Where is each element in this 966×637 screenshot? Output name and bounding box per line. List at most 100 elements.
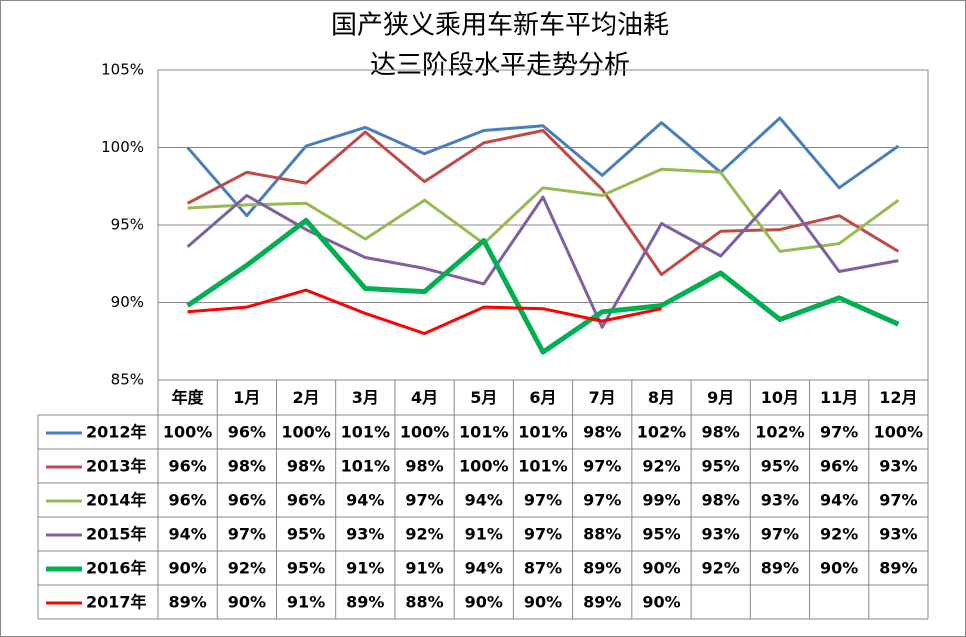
y-tick-label: 90% xyxy=(111,293,144,311)
table-cell: 100% xyxy=(874,423,923,442)
table-cell: 97% xyxy=(228,525,266,544)
table-cell: 101% xyxy=(518,457,567,476)
table-cell: 92% xyxy=(405,525,443,544)
table-cell: 89% xyxy=(168,593,206,612)
y-tick-label: 100% xyxy=(101,138,144,156)
table-cell: 97% xyxy=(405,491,443,510)
table-cell: 89% xyxy=(761,559,799,578)
legend-label: 2014年 xyxy=(86,491,147,510)
table-cell: 89% xyxy=(879,559,917,578)
table-cell: 97% xyxy=(761,525,799,544)
series-line xyxy=(186,129,900,277)
table-cell: 92% xyxy=(642,457,680,476)
table-cell: 93% xyxy=(761,491,799,510)
table-cell: 100% xyxy=(400,423,449,442)
x-tick-label: 7月 xyxy=(589,388,616,407)
series-line xyxy=(187,167,900,253)
plot-border xyxy=(157,69,929,381)
table-cell: 93% xyxy=(346,525,384,544)
chart-title: 达三阶段水平走势分析 xyxy=(370,51,630,81)
table-cell: 91% xyxy=(405,559,443,578)
table-cell: 96% xyxy=(168,457,206,476)
table-cell: 100% xyxy=(163,423,212,442)
table-cell: 91% xyxy=(346,559,384,578)
table-cell: 98% xyxy=(702,423,740,442)
table-cell: 100% xyxy=(459,457,508,476)
table-cell: 95% xyxy=(761,457,799,476)
table-cell: 98% xyxy=(583,423,621,442)
table-cell: 101% xyxy=(341,457,390,476)
x-tick-label: 6月 xyxy=(529,388,556,407)
table-cell: 93% xyxy=(879,457,917,476)
table-cell: 98% xyxy=(228,457,266,476)
series-line xyxy=(186,116,900,218)
table-cell: 95% xyxy=(287,559,325,578)
table-cell: 94% xyxy=(168,525,206,544)
series-line xyxy=(187,288,662,335)
series-line xyxy=(186,189,899,329)
table-cell: 101% xyxy=(518,423,567,442)
table-cell: 91% xyxy=(287,593,325,612)
table-cell: 90% xyxy=(524,593,562,612)
series-line xyxy=(186,217,900,355)
x-tick-label: 8月 xyxy=(648,388,675,407)
legend-label: 2017年 xyxy=(86,593,147,612)
chart-title: 国产狭义乘用车新车平均油耗 xyxy=(331,11,669,41)
table-cell: 98% xyxy=(405,457,443,476)
table-cell: 93% xyxy=(879,525,917,544)
table-cell: 102% xyxy=(637,423,686,442)
table-cell: 90% xyxy=(228,593,266,612)
table-cell: 94% xyxy=(820,491,858,510)
table-cell: 98% xyxy=(287,457,325,476)
table-cell: 101% xyxy=(341,423,390,442)
table-cell: 95% xyxy=(702,457,740,476)
legend-label: 2013年 xyxy=(86,457,147,476)
table-cell: 97% xyxy=(524,491,562,510)
table-cell: 92% xyxy=(228,559,266,578)
table-cell: 96% xyxy=(228,491,266,510)
table-cell: 90% xyxy=(642,593,680,612)
table-cell: 89% xyxy=(583,559,621,578)
table-cell: 94% xyxy=(465,491,503,510)
table-cell: 96% xyxy=(228,423,266,442)
table-cell: 98% xyxy=(702,491,740,510)
x-tick-label: 10月 xyxy=(761,388,799,407)
table-cell: 92% xyxy=(702,559,740,578)
table-cell: 102% xyxy=(755,423,804,442)
table-cell: 88% xyxy=(405,593,443,612)
table-cell: 101% xyxy=(459,423,508,442)
table-cell: 93% xyxy=(702,525,740,544)
table-cell: 92% xyxy=(820,525,858,544)
table-cell: 97% xyxy=(879,491,917,510)
x-tick-label: 3月 xyxy=(352,388,379,407)
x-tick-label: 1月 xyxy=(233,388,260,407)
legend-label: 2015年 xyxy=(86,525,147,544)
table-cell: 89% xyxy=(583,593,621,612)
table-cell: 97% xyxy=(583,457,621,476)
table-cell: 94% xyxy=(465,559,503,578)
table-cell: 96% xyxy=(168,491,206,510)
legend-label: 2016年 xyxy=(86,559,147,578)
y-tick-label: 105% xyxy=(101,61,144,79)
table-cell: 90% xyxy=(168,559,206,578)
legend-label: 2012年 xyxy=(86,423,147,442)
x-tick-label: 2月 xyxy=(293,388,320,407)
table-cell: 100% xyxy=(281,423,330,442)
table-cell: 95% xyxy=(642,525,680,544)
table-cell: 90% xyxy=(820,559,858,578)
y-tick-label: 85% xyxy=(111,371,144,389)
x-tick-label: 5月 xyxy=(470,388,497,407)
table-cell: 89% xyxy=(346,593,384,612)
y-tick-label: 95% xyxy=(111,216,144,234)
x-tick-label: 12月 xyxy=(879,388,917,407)
x-tick-label: 11月 xyxy=(820,388,858,407)
table-cell: 96% xyxy=(287,491,325,510)
table-cell: 99% xyxy=(642,491,680,510)
table-cell: 91% xyxy=(465,525,503,544)
table-cell: 94% xyxy=(346,491,384,510)
table-cell: 96% xyxy=(820,457,858,476)
x-tick-label: 4月 xyxy=(411,388,438,407)
x-tick-label: 9月 xyxy=(707,388,734,407)
